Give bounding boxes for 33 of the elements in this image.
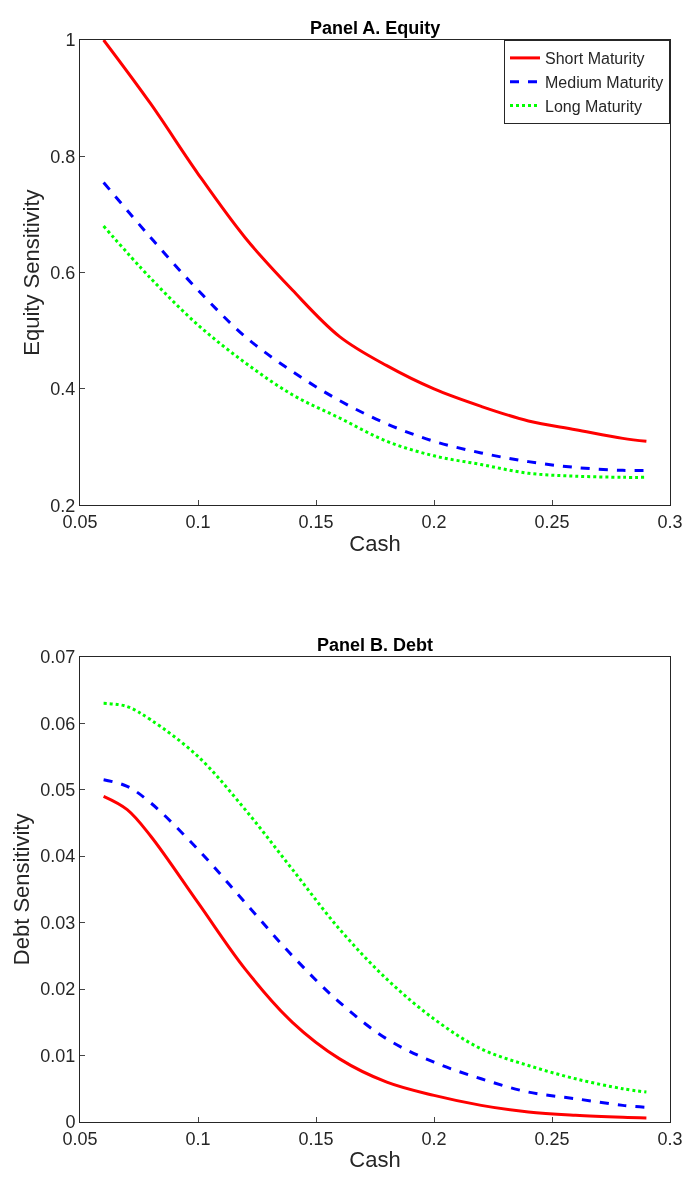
y-tick-label: 0.03 (40, 912, 76, 933)
y-tick-label: 0.04 (40, 846, 76, 867)
x-tick-label: 0.15 (298, 1128, 334, 1149)
chart-title: Panel A. Equity (310, 18, 441, 38)
y-tick-label: 0.07 (40, 647, 76, 668)
line-series (102, 701, 648, 1094)
y-tick-label: 0.8 (50, 146, 76, 167)
x-tick-label: 0.3 (657, 1128, 683, 1149)
x-axis-title: Cash (349, 1147, 401, 1173)
x-tick-label: 0.25 (534, 1128, 570, 1149)
y-tick-label: 0.2 (50, 495, 76, 516)
x-tick-label: 0.3 (657, 511, 683, 532)
y-tick-label: 0 (65, 1112, 76, 1133)
y-axis-title: Equity Sensitivity (19, 189, 45, 356)
y-tick-label: 0.02 (40, 979, 76, 1000)
y-tick-label: 1 (65, 30, 76, 51)
y-tick-label: 0.6 (50, 262, 76, 283)
y-tick-label: 0.4 (50, 379, 76, 400)
x-tick-label: 0.1 (185, 1128, 211, 1149)
x-axis-title: Cash (349, 530, 401, 556)
y-axis-title: Debt Sensitivity (9, 813, 35, 966)
y-tick-label: 0.05 (40, 779, 76, 800)
x-tick-label: 0.2 (421, 511, 447, 532)
legend-label: Short Maturity (545, 50, 645, 68)
x-tick-label: 0.25 (534, 511, 570, 532)
x-tick-label: 0.1 (185, 511, 211, 532)
legend-label: Medium Maturity (545, 73, 664, 91)
x-tick-label: 0.2 (421, 1128, 447, 1149)
legend-label: Long Maturity (545, 97, 642, 115)
chart-title: Panel B. Debt (317, 635, 434, 655)
x-tick-label: 0.15 (298, 511, 334, 532)
y-tick-label: 0.06 (40, 713, 76, 734)
y-tick-label: 0.01 (40, 1045, 76, 1066)
